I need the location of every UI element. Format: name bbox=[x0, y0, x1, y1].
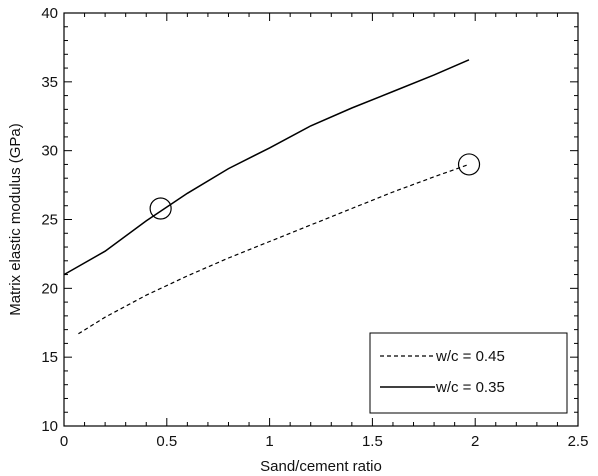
series-layer bbox=[63, 59, 470, 335]
y-tick-label: 15 bbox=[41, 349, 58, 366]
x-tick-label: 0 bbox=[60, 433, 68, 450]
x-axis-ticks: 0 0.5 1 1.5 2 2.5 bbox=[60, 13, 589, 450]
annotation-circle bbox=[149, 197, 172, 220]
annotation-circle bbox=[457, 153, 481, 176]
y-tick-label: 35 bbox=[41, 74, 58, 91]
y-axis-title: Matrix elastic modulus (GPa) bbox=[7, 123, 24, 316]
x-tick-label: 0.5 bbox=[156, 433, 177, 450]
series-line-wc-045 bbox=[78, 163, 470, 335]
legend-label: w/c = 0.45 bbox=[435, 348, 505, 365]
y-tick-label: 25 bbox=[41, 212, 58, 229]
series-line-wc-035 bbox=[63, 59, 470, 276]
legend: w/c = 0.45 w/c = 0.35 bbox=[369, 332, 568, 414]
x-tick-label: 1.5 bbox=[362, 433, 383, 450]
legend-label: w/c = 0.35 bbox=[435, 379, 505, 396]
y-axis-ticks: 10 15 20 25 30 35 40 bbox=[41, 5, 578, 435]
x-tick-label: 2 bbox=[471, 433, 479, 450]
x-tick-label: 2.5 bbox=[568, 433, 589, 450]
y-tick-label: 10 bbox=[41, 418, 58, 435]
annotation-layer bbox=[149, 153, 481, 220]
y-tick-label: 30 bbox=[41, 143, 58, 160]
legend-box bbox=[369, 332, 568, 414]
x-axis-title: Sand/cement ratio bbox=[260, 458, 382, 475]
y-tick-label: 40 bbox=[41, 5, 58, 22]
x-tick-label: 1 bbox=[265, 433, 273, 450]
y-tick-label: 20 bbox=[41, 280, 58, 297]
